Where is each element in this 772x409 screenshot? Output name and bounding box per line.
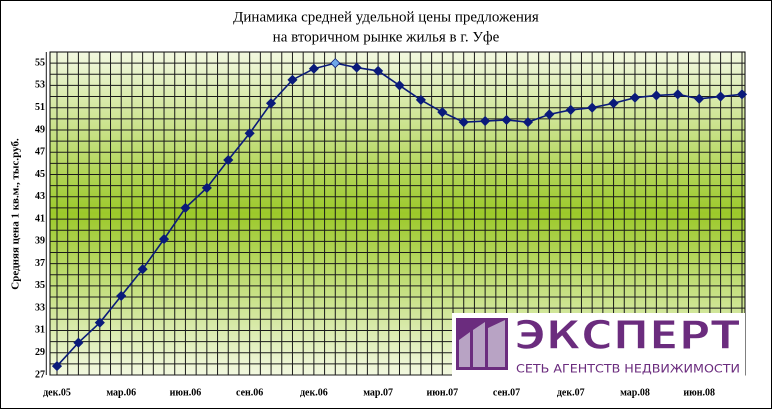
y-axis-label: Средняя цена 1 кв.м., тыс.руб.	[10, 138, 22, 290]
point-marker	[287, 74, 298, 85]
point-marker	[694, 93, 705, 104]
y-tick-label: 27	[35, 369, 45, 380]
y-tick-label: 35	[35, 280, 45, 291]
point-marker	[158, 234, 170, 245]
x-tick-label: дек.05	[43, 387, 71, 398]
chart-title: Динамика средней удельной цены предложен…	[233, 9, 539, 25]
x-tick-label: дек.07	[557, 387, 585, 398]
x-tick-label: июн.07	[426, 387, 458, 398]
point-marker	[94, 317, 105, 328]
x-tick-label: июн.06	[170, 387, 202, 398]
logo: ЭКСПЕРТ СЕТЬ АГЕНТСТВ НЕДВИЖИМОСТИ	[452, 312, 745, 378]
y-tick-label: 49	[35, 124, 45, 135]
point-marker	[480, 115, 491, 127]
point-marker	[587, 102, 598, 113]
y-tick-label: 53	[35, 80, 45, 91]
series	[51, 58, 748, 372]
x-tick-label: сен.06	[236, 387, 263, 398]
point-marker	[137, 264, 148, 275]
point-marker	[501, 114, 512, 126]
point-marker	[308, 63, 319, 74]
point-marker	[201, 182, 212, 193]
point-marker	[672, 89, 683, 100]
point-marker	[715, 91, 726, 102]
x-tick-label: июн.08	[683, 387, 715, 398]
y-tick-label: 41	[35, 213, 45, 224]
logo-subtitle: СЕТЬ АГЕНТСТВ НЕДВИЖИМОСТИ	[516, 362, 740, 376]
point-marker	[116, 290, 127, 301]
y-tick-label: 51	[35, 102, 45, 113]
point-marker	[458, 117, 469, 128]
y-tick-label: 55	[35, 57, 45, 68]
x-tick-label: мар.08	[620, 387, 650, 398]
x-tick-label: сен.07	[493, 387, 520, 398]
y-tick-label: 43	[35, 191, 45, 202]
point-marker	[351, 62, 362, 73]
y-tick-label: 47	[35, 147, 45, 158]
point-marker	[565, 104, 576, 115]
y-tick-label: 33	[35, 302, 45, 313]
point-marker	[651, 90, 662, 101]
point-marker	[394, 80, 405, 91]
logo-icon-shape	[459, 320, 505, 367]
y-tick-label: 45	[35, 169, 45, 180]
point-marker	[330, 58, 341, 69]
point-marker	[736, 89, 748, 100]
y-tick-label: 39	[35, 236, 45, 247]
grid	[45, 52, 745, 376]
point-marker	[180, 202, 191, 213]
y-tick-label: 29	[35, 347, 45, 358]
logo-name: ЭКСПЕРТ	[514, 313, 741, 359]
point-marker	[415, 94, 426, 105]
point-marker	[265, 98, 277, 109]
chart-title: на вторичном рынке жилья в г. Уфе	[273, 29, 500, 45]
y-tick-label: 31	[35, 325, 45, 336]
point-marker	[223, 154, 234, 166]
point-marker	[608, 98, 619, 109]
point-marker	[51, 361, 63, 372]
point-marker	[629, 92, 641, 103]
point-marker	[373, 65, 384, 77]
x-tick-label: дек.06	[300, 387, 328, 398]
x-tick-label: мар.07	[363, 387, 393, 398]
point-marker	[437, 107, 448, 118]
x-tick-label: мар.06	[106, 387, 136, 398]
point-marker	[544, 109, 555, 120]
point-marker	[244, 128, 255, 139]
point-marker	[522, 117, 534, 128]
point-marker	[73, 337, 84, 348]
y-tick-label: 37	[35, 258, 45, 269]
